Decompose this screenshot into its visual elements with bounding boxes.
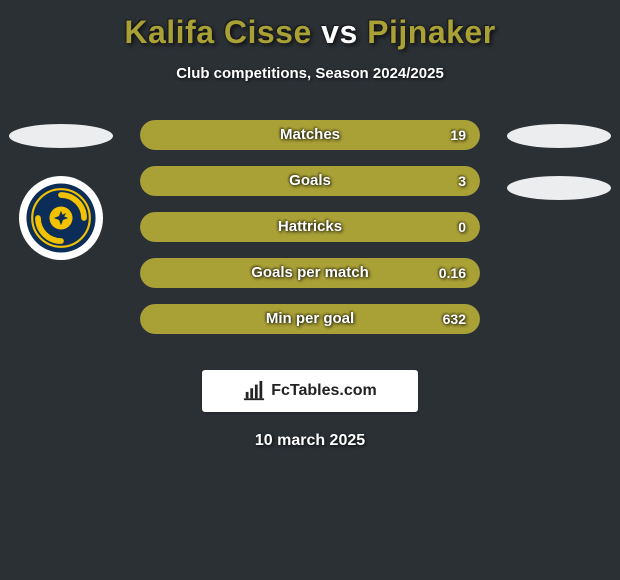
stat-label: Goals	[140, 166, 480, 196]
brand-box: FcTables.com	[202, 370, 418, 412]
comparison-content: Matches19Goals3Hattricks0Goals per match…	[0, 124, 620, 354]
left-player-column	[8, 124, 114, 260]
stat-value: 0	[458, 212, 466, 242]
stat-value: 632	[443, 304, 466, 334]
title-vs: vs	[321, 14, 358, 50]
page-title: Kalifa Cisse vs Pijnaker	[0, 0, 620, 51]
stat-row: Goals3	[140, 166, 480, 196]
right-player-column	[506, 124, 612, 228]
player2-club-placeholder	[507, 176, 611, 200]
stat-bars: Matches19 Goals3 Hattricks0 Goals per match…	[140, 120, 480, 350]
stat-value: 0.16	[439, 258, 466, 288]
stat-value: 3	[458, 166, 466, 196]
title-player2: Pijnaker	[367, 14, 496, 50]
brand-text: FcTables.com	[271, 382, 377, 400]
stat-row: Goals per match0.16	[140, 258, 480, 288]
stat-row: Min per goal632	[140, 304, 480, 334]
stat-label: Min per goal	[140, 304, 480, 334]
stat-label: Hattricks	[140, 212, 480, 242]
subtitle: Club competitions, Season 2024/2025	[0, 65, 620, 82]
player1-silhouette-placeholder	[9, 124, 113, 148]
stat-value: 19	[450, 120, 466, 150]
date-label: 10 march 2025	[0, 432, 620, 450]
bar-chart-icon	[243, 380, 265, 402]
stat-row: Hattricks0	[140, 212, 480, 242]
stat-label: Matches	[140, 120, 480, 150]
title-player1: Kalifa Cisse	[124, 14, 311, 50]
stat-row: Matches19	[140, 120, 480, 150]
stat-label: Goals per match	[140, 258, 480, 288]
player2-silhouette-placeholder	[507, 124, 611, 148]
player1-club-badge-icon	[19, 176, 103, 260]
